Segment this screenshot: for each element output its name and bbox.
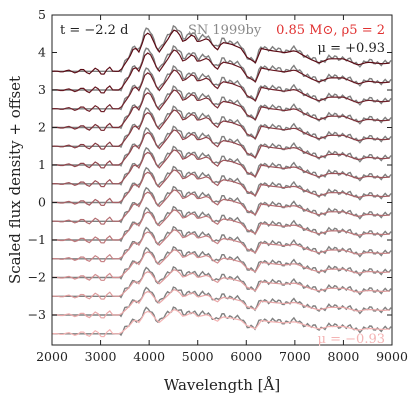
y-axis-title: Scaled flux density + offset bbox=[6, 76, 24, 284]
mu-top-label: μ = +0.93 bbox=[318, 41, 385, 56]
observed-spectrum-line bbox=[52, 306, 392, 337]
mu-bottom-label: μ = −0.93 bbox=[318, 332, 385, 347]
axis-ticks: 2000 3000 4000 5000 6000 7000 8000 9000 −3 −2 −1 0 1… bbox=[28, 7, 408, 364]
model-spectrum-line bbox=[51, 29, 390, 75]
observed-spectrum-line bbox=[52, 105, 392, 149]
time-label: t = −2.2 d bbox=[60, 23, 128, 38]
y-tick-label: 0 bbox=[38, 195, 46, 210]
model-spectrum-line bbox=[51, 289, 390, 319]
model-legend: 0.85 M⊙, ρ5 = 2 bbox=[276, 23, 385, 38]
model-spectrum-line bbox=[51, 109, 390, 150]
x-tick-label: 3000 bbox=[85, 349, 117, 364]
y-tick-label: 4 bbox=[38, 45, 46, 60]
observed-legend: SN 1999by bbox=[188, 23, 262, 38]
model-spectrum-line bbox=[51, 149, 390, 188]
x-tick-label: 8000 bbox=[328, 349, 360, 364]
y-tick-label: −3 bbox=[28, 307, 46, 322]
x-axis-title: Wavelength [Å] bbox=[164, 376, 280, 394]
model-spectrum-line bbox=[51, 309, 390, 338]
x-tick-label: 4000 bbox=[133, 349, 165, 364]
model-spectrum-line bbox=[51, 89, 390, 132]
x-tick-label: 7000 bbox=[279, 349, 311, 364]
spectra-curves bbox=[51, 24, 392, 338]
x-tick-label: 9000 bbox=[376, 349, 408, 364]
y-tick-label: 5 bbox=[38, 7, 46, 22]
model-spectrum-line bbox=[51, 209, 390, 244]
plot-frame bbox=[51, 14, 393, 346]
x-tick-label: 5000 bbox=[182, 349, 214, 364]
model-spectrum-line bbox=[51, 129, 390, 169]
observed-spectrum-line bbox=[52, 286, 392, 318]
y-tick-label: −2 bbox=[28, 270, 46, 285]
x-tick-label: 2000 bbox=[36, 349, 68, 364]
model-spectrum-line bbox=[51, 189, 390, 225]
x-tick-label: 6000 bbox=[230, 349, 262, 364]
model-spectrum-line bbox=[51, 269, 390, 300]
model-spectrum-line bbox=[51, 69, 390, 113]
y-tick-label: 1 bbox=[38, 157, 46, 172]
observed-spectrum-line bbox=[52, 266, 392, 299]
model-spectrum-line bbox=[51, 49, 390, 94]
model-spectrum-line bbox=[51, 229, 390, 263]
y-tick-label: 3 bbox=[38, 82, 46, 97]
y-tick-label: −1 bbox=[28, 232, 46, 247]
y-tick-label: 2 bbox=[38, 120, 46, 135]
model-spectrum-line bbox=[51, 169, 390, 207]
model-spectrum-line bbox=[51, 249, 390, 282]
